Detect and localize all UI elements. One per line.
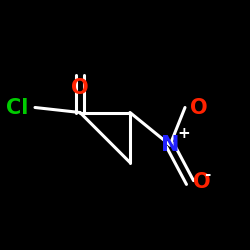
Text: O: O	[192, 172, 210, 193]
Text: -: -	[204, 168, 211, 182]
Text: O: O	[190, 98, 208, 117]
Text: O: O	[71, 78, 89, 98]
Text: N: N	[161, 135, 179, 155]
Text: +: +	[178, 126, 190, 141]
Text: Cl: Cl	[6, 98, 29, 117]
